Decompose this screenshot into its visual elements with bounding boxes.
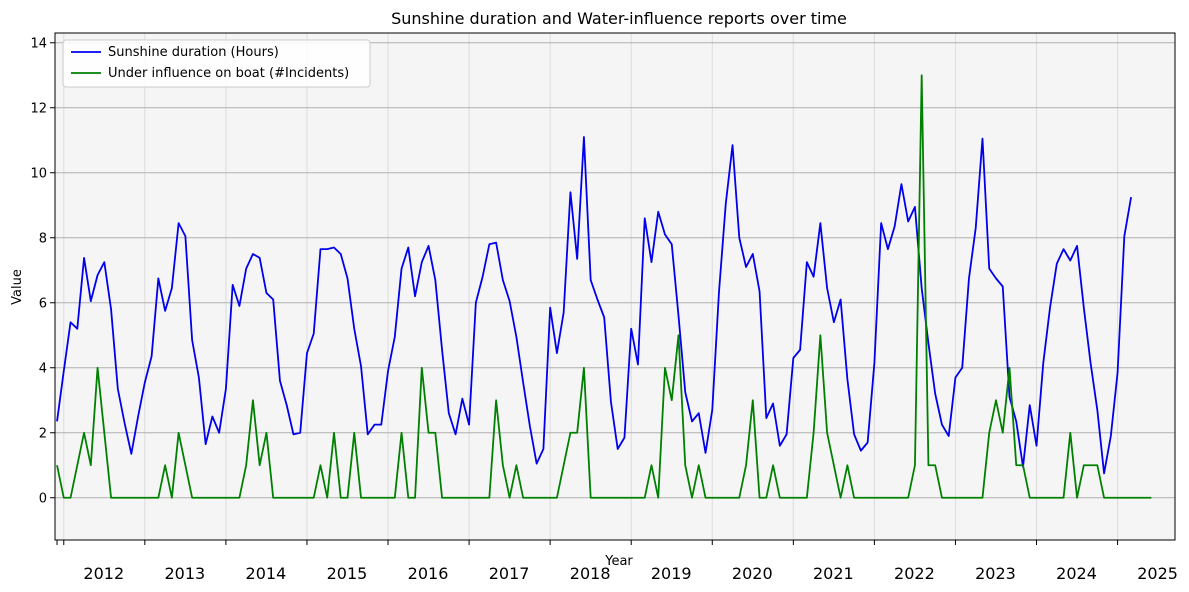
- x-tick-label: 2014: [246, 564, 287, 583]
- y-tick-label: 10: [30, 166, 47, 181]
- x-tick-label: 2013: [164, 564, 205, 583]
- series-line-1: [56, 74, 1152, 499]
- x-tick-label: 2022: [894, 564, 935, 583]
- y-tick-label: 12: [30, 101, 47, 116]
- x-tick-label: 2012: [83, 564, 124, 583]
- x-tick-label: 2019: [651, 564, 692, 583]
- x-tick-label: 2017: [489, 564, 530, 583]
- y-axis-title: Value: [10, 269, 25, 305]
- y-tick-label: 6: [39, 296, 47, 311]
- axes: 2012 2013 2014 2015 2016 2017 2018 2019 2020 2021…: [30, 36, 1177, 583]
- x-tick-label: 2023: [975, 564, 1016, 583]
- y-tick-label: 14: [30, 36, 47, 51]
- legend-label-incidents: Under influence on boat (#Incidents): [108, 66, 349, 81]
- x-tick-label: 2015: [327, 564, 368, 583]
- x-tick-label: 2024: [1056, 564, 1097, 583]
- y-tick-label: 4: [39, 361, 47, 376]
- chart-title: Sunshine duration and Water-influence re…: [391, 9, 847, 28]
- x-tick-label: 2021: [813, 564, 854, 583]
- x-axis-title: Year: [604, 554, 633, 569]
- plot-background: [55, 33, 1175, 540]
- x-tick-label: 2016: [408, 564, 449, 583]
- plot-frame: [54, 32, 1176, 541]
- series-line-0: [56, 136, 1132, 475]
- y-tick-label: 0: [39, 491, 47, 506]
- y-tick-label: 2: [39, 426, 47, 441]
- legend: Sunshine duration (Hours) Under influenc…: [62, 39, 371, 88]
- grid: [55, 33, 1175, 540]
- legend-box: [62, 39, 371, 88]
- y-tick-label: 8: [39, 231, 47, 246]
- series-lines: [56, 74, 1152, 499]
- legend-label-sunshine: Sunshine duration (Hours): [108, 45, 279, 60]
- x-tick-label: 2018: [570, 564, 611, 583]
- x-tick-label: 2025: [1137, 564, 1178, 583]
- x-tick-label: 2020: [732, 564, 773, 583]
